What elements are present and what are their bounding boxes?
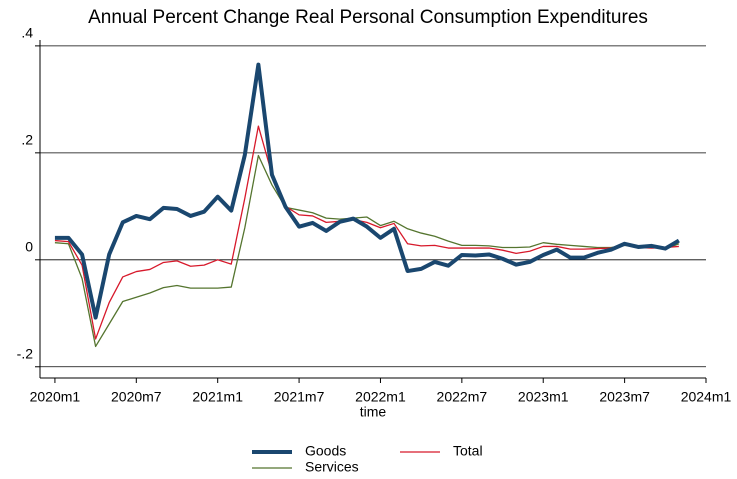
legend-label: Services	[305, 459, 359, 475]
x-tick-label: 2020m1	[30, 389, 81, 405]
legend-label: Total	[453, 443, 483, 459]
y-tick-label: 0	[25, 239, 33, 255]
y-tick-label: .2	[21, 132, 33, 148]
series-line	[54, 154, 680, 348]
x-tick-label: 2023m7	[599, 389, 650, 405]
x-tick-label: 2021m7	[274, 389, 325, 405]
x-tick-label: 2024m1	[681, 389, 732, 405]
x-axis-title: time	[360, 404, 387, 420]
chart-title: Annual Percent Change Real Personal Cons…	[88, 7, 648, 28]
x-tick-label: 2022m1	[355, 389, 406, 405]
y-tick-label: .4	[21, 25, 33, 41]
y-tick-label: -.2	[17, 345, 34, 361]
series-line	[54, 62, 680, 320]
x-tick-label: 2022m7	[437, 389, 488, 405]
legend-label: Goods	[305, 443, 346, 459]
series-line	[54, 125, 679, 340]
x-tick-label: 2020m7	[111, 389, 162, 405]
x-tick-label: 2021m1	[192, 389, 243, 405]
x-tick-label: 2023m1	[518, 389, 569, 405]
